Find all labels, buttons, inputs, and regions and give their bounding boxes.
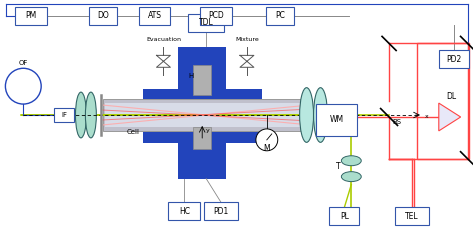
Text: M: M [264, 144, 270, 153]
Ellipse shape [341, 156, 361, 166]
Bar [200, 7, 232, 24]
Bar [89, 7, 117, 24]
Bar [266, 7, 294, 24]
Ellipse shape [341, 172, 361, 182]
Text: Evacuation: Evacuation [146, 37, 181, 43]
Ellipse shape [300, 88, 313, 142]
Ellipse shape [313, 88, 328, 142]
Ellipse shape [75, 92, 86, 138]
Bar [105, 103, 308, 127]
Bar [188, 14, 224, 31]
Bar [193, 127, 211, 149]
Text: HC: HC [179, 207, 190, 216]
Bar [103, 99, 310, 131]
Text: IF: IF [61, 112, 67, 118]
Text: ATS: ATS [147, 11, 162, 20]
Text: DL: DL [447, 92, 457, 101]
Text: TEL: TEL [405, 212, 419, 221]
Text: PCD: PCD [208, 11, 224, 20]
Bar [439, 50, 469, 68]
Ellipse shape [85, 92, 96, 138]
Bar [168, 203, 200, 220]
Text: DO: DO [97, 11, 109, 20]
Bar [329, 207, 359, 225]
Bar [193, 65, 211, 95]
Bar [54, 108, 74, 122]
Bar [316, 104, 357, 136]
Text: WM: WM [329, 116, 344, 125]
Text: PC: PC [275, 11, 285, 20]
Bar [178, 47, 226, 179]
Text: TDL: TDL [199, 18, 214, 27]
Text: T: T [337, 162, 341, 171]
Text: Mixture: Mixture [235, 37, 259, 43]
Circle shape [256, 129, 278, 151]
Bar [417, 43, 469, 159]
Text: PL: PL [340, 212, 349, 221]
Text: PD1: PD1 [213, 207, 229, 216]
Text: BS: BS [392, 119, 401, 125]
Text: Cell: Cell [127, 129, 140, 135]
Text: PD2: PD2 [446, 55, 461, 64]
Bar [204, 203, 238, 220]
Text: y: y [206, 128, 210, 133]
Bar [138, 7, 170, 24]
Text: OF: OF [18, 60, 28, 66]
Bar [143, 89, 262, 143]
Text: PM: PM [26, 11, 37, 20]
Circle shape [5, 68, 41, 104]
Text: x: x [425, 114, 428, 119]
Bar [15, 7, 47, 24]
Bar [395, 207, 429, 225]
Text: H: H [188, 73, 193, 79]
Polygon shape [439, 103, 461, 131]
